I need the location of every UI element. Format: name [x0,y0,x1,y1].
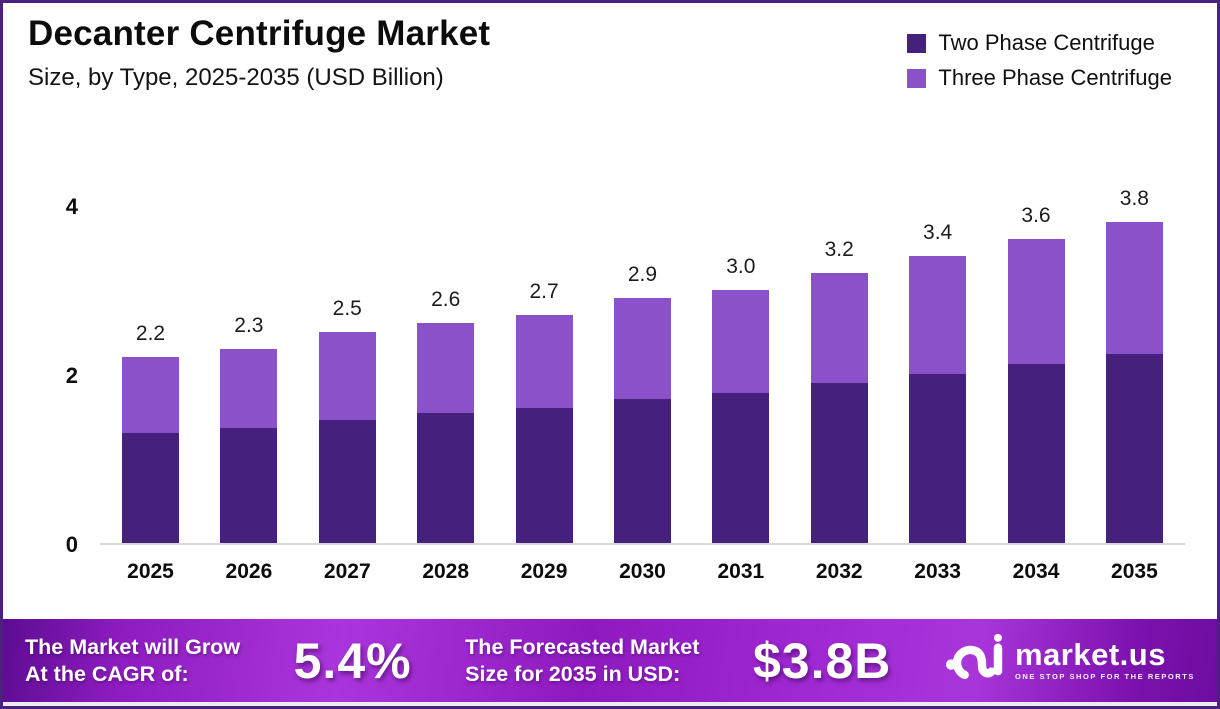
bar-segment-three-phase [613,297,671,399]
bar-total-label: 2.2 [135,322,166,346]
bar-total-label: 3.0 [726,254,756,278]
bar-segment-two-phase [318,419,376,543]
bar-column-2026: 2.3 2026 [220,165,278,583]
x-axis-label-2030: 2030 [619,560,666,583]
bar-segment-two-phase [515,407,573,543]
cagr-label: The Market will Grow At the CAGR of: [25,634,240,688]
bar-column-2030: 2.9 2030 [613,165,671,583]
legend-swatch-two-phase-icon [907,33,927,53]
bar-column-2028: 2.6 2028 [417,165,475,583]
bar-segment-two-phase [220,428,278,543]
bar-column-2032: 3.2 2032 [810,165,868,583]
bar-column-2025: 2.2 2025 [122,165,179,583]
bar-segment-three-phase [515,314,573,408]
legend-item-two-phase: Two Phase Centrifuge [907,30,1172,56]
bar-segment-two-phase [712,392,770,543]
bar-segment-three-phase [1007,238,1065,364]
bar-column-2033: 3.4 2033 [909,165,967,583]
bar-segment-three-phase [1105,221,1163,354]
bar-total-label: 2.3 [234,313,264,337]
bar-column-2027: 2.5 2027 [318,165,376,583]
bar-total-label: 3.6 [1021,203,1051,227]
bar-column-2029: 2.7 2029 [515,165,573,583]
brand-tagline: ONE STOP SHOP FOR THE REPORTS [1014,672,1195,681]
y-axis-tick-label: 0 [65,532,78,557]
legend: Two Phase Centrifuge Three Phase Centrif… [907,30,1172,91]
bar-total-label: 3.2 [824,237,854,261]
plot-area: 2.2 2025 2.3 2026 2.5 2027 2.6 2028 2.7 2029 2.9 20… [100,165,1185,583]
x-axis-label-2028: 2028 [422,560,470,583]
x-axis-label-2031: 2031 [717,560,765,583]
legend-swatch-three-phase-icon [907,68,927,88]
bar-segment-three-phase [712,289,770,393]
bar-segment-two-phase [909,374,967,543]
x-axis-label-2034: 2034 [1012,560,1060,583]
bar-total-label: 3.8 [1119,186,1149,210]
bar-column-2031: 3.0 2031 [712,165,770,583]
y-axis-tick-label: 2 [65,363,78,388]
bar-column-2035: 3.8 2035 [1105,165,1163,583]
x-axis-label-2032: 2032 [815,560,863,583]
cagr-label-line2: At the CAGR of: [25,661,189,686]
bar-segment-three-phase [810,272,868,384]
x-axis-label-2026: 2026 [225,560,273,583]
bar-total-label: 3.4 [923,220,953,244]
x-axis-label-2029: 2029 [520,560,568,583]
bar-total-label: 2.5 [332,296,362,320]
x-axis-label-2027: 2027 [323,560,371,583]
bar-segment-two-phase [1007,363,1065,543]
bar-segment-three-phase [122,357,179,434]
bar-segment-three-phase [417,323,475,413]
bar-total-label: 2.9 [627,262,658,286]
chart-title: Decanter Centrifuge Market [28,14,491,53]
bar-segment-two-phase [810,383,868,543]
forecast-label-line1: The Forecasted Market [465,634,700,659]
forecast-label-line2: Size for 2035 in USD: [465,661,681,686]
y-axis: 0 2 4 [40,165,78,557]
x-axis-label-2035: 2035 [1111,560,1158,583]
bar-column-2034: 3.6 2034 [1007,165,1065,583]
bar-segment-three-phase [318,331,376,420]
brand-name: market.us [1014,637,1166,672]
x-axis-label-2025: 2025 [127,560,174,583]
bar-segment-two-phase [613,398,671,543]
bar-segment-two-phase [122,433,179,543]
x-axis-label-2033: 2033 [914,560,961,583]
legend-item-three-phase: Three Phase Centrifuge [907,65,1172,91]
bar-total-label: 2.6 [431,288,461,312]
forecast-label: The Forecasted Market Size for 2035 in U… [465,634,699,688]
legend-label-three-phase: Three Phase Centrifuge [938,65,1172,90]
bar-segment-two-phase [1105,353,1163,543]
chart-subtitle: Size, by Type, 2025-2035 (USD Billion) [28,64,444,91]
bar-segment-two-phase [417,412,475,543]
bar-total-label: 2.7 [529,279,559,303]
brand-logo: market.us ONE STOP SHOP FOR THE REPORTS [945,633,1195,688]
y-axis-tick-label: 4 [65,194,78,219]
cagr-value: 5.4% [293,632,412,689]
bar-segment-three-phase [909,255,967,374]
brand-text: market.us ONE STOP SHOP FOR THE REPORTS [1014,637,1195,681]
legend-label-two-phase: Two Phase Centrifuge [938,30,1155,55]
bottom-strip [3,702,1217,706]
cagr-label-line1: The Market will Grow [25,634,241,659]
footer-banner: The Market will Grow At the CAGR of: 5.4… [3,619,1217,702]
forecast-value: $3.8B [752,632,892,689]
marketus-logo-icon [945,633,1005,688]
bar-segment-three-phase [220,348,278,429]
